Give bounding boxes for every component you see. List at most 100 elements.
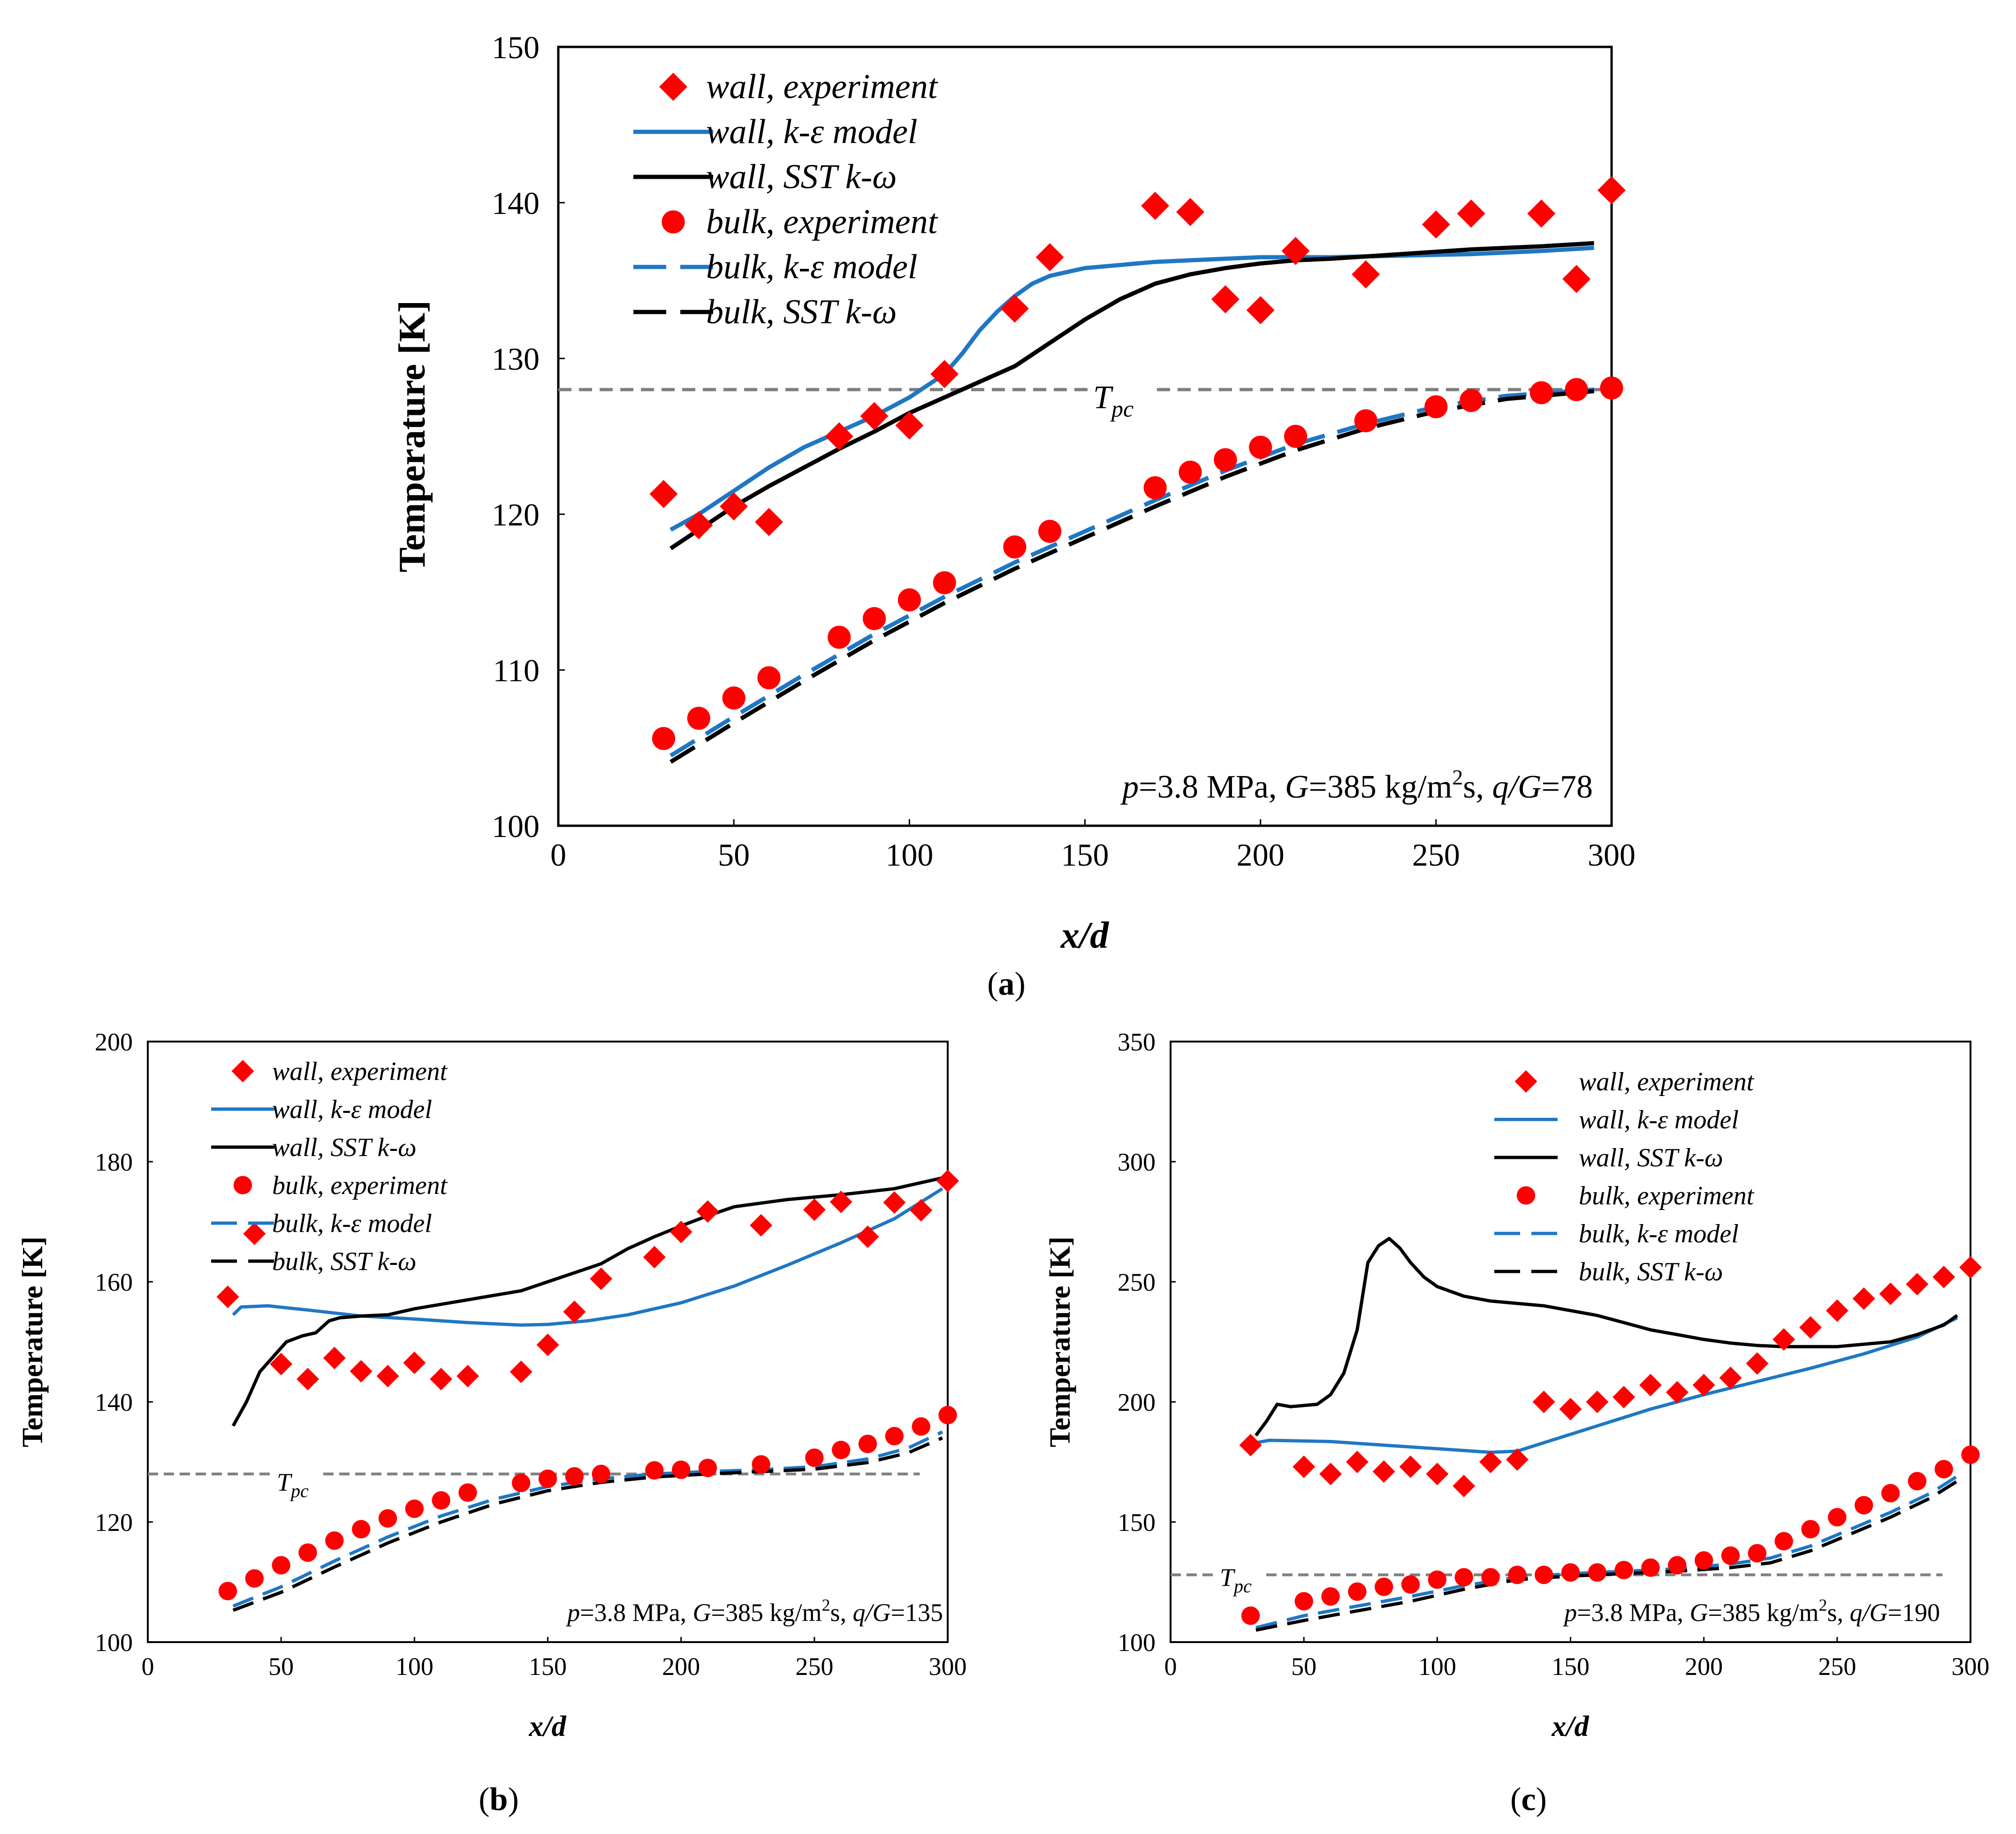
data-point-diamond [403, 1351, 426, 1374]
annotation-part: G [693, 1598, 711, 1627]
data-point-diamond [1613, 1385, 1636, 1408]
data-point-circle [898, 588, 921, 612]
panel-label-close: ) [508, 1781, 518, 1818]
panel-label-letter: c [1521, 1781, 1536, 1818]
x-tick-label: 200 [662, 1652, 700, 1681]
panel-label: (b) [479, 1781, 519, 1818]
annotation-part: =78 [1542, 769, 1593, 805]
x-tick-label: 0 [550, 837, 566, 873]
data-point-diamond [1666, 1381, 1689, 1404]
data-point-circle [325, 1531, 344, 1550]
chart-panel-a: 0 50 100 150 200 250 300 100 110 120 130 140 150 Temp… [392, 30, 1636, 1002]
x-tick-label: 50 [268, 1652, 294, 1681]
data-point-circle [1038, 519, 1062, 543]
data-point-diamond [456, 1364, 479, 1387]
data-point-circle [1401, 1575, 1420, 1594]
tpc-label: Tpc [1088, 379, 1154, 422]
series-line-dashed-blue [232, 1430, 943, 1608]
x-axis-title: x/d [528, 1711, 566, 1743]
data-point-diamond [1035, 243, 1064, 272]
data-point-circle [1828, 1508, 1847, 1527]
data-point-diamond [563, 1301, 586, 1323]
legend-label: bulk, SST k-ω [1579, 1257, 1723, 1286]
data-point-diamond [1399, 1455, 1422, 1478]
data-point-circle [1881, 1484, 1900, 1503]
x-tick-label: 150 [529, 1652, 567, 1681]
tpc-subscript: pc [289, 1480, 309, 1501]
data-point-circle [1600, 376, 1623, 400]
legend-label: bulk, k-ε model [1579, 1219, 1739, 1248]
data-point-diamond [1281, 236, 1310, 265]
data-point-circle [1641, 1558, 1660, 1577]
data-point-circle [218, 1582, 237, 1600]
series-line-solid-black [1255, 1237, 1958, 1437]
data-point-circle [272, 1556, 290, 1575]
tpc-label-bg [1215, 1563, 1264, 1592]
annotation-part: s, [1827, 1598, 1850, 1627]
annotation-part: q/G [1850, 1598, 1888, 1627]
x-tick-label: 0 [142, 1652, 154, 1681]
data-point-circle [1561, 1563, 1580, 1582]
y-tick-label: 140 [492, 185, 540, 221]
condition-annotation: p=3.8 MPa, G=385 kg/m2s, q/G=190 [1562, 1596, 1940, 1627]
data-point-diamond [1559, 1398, 1582, 1421]
data-point-diamond [1773, 1328, 1795, 1351]
data-point-circle [405, 1499, 424, 1518]
data-point-circle [671, 1460, 691, 1479]
data-point-diamond [1852, 1287, 1875, 1310]
data-point-diamond [1426, 1462, 1449, 1485]
data-point-circle [831, 1440, 851, 1460]
data-point-diamond [1239, 1434, 1262, 1457]
x-tick-label: 300 [929, 1652, 967, 1681]
annotation-part: =385 kg/m [1708, 1598, 1819, 1627]
x-tick-label: 100 [1418, 1652, 1456, 1681]
data-point-circle [1748, 1544, 1767, 1563]
data-point-circle [1460, 389, 1483, 412]
annotation-part: =135 [891, 1598, 943, 1627]
data-point-circle [1588, 1563, 1607, 1582]
data-point-circle [1801, 1520, 1820, 1539]
data-point-diamond [243, 1222, 266, 1245]
data-point-circle [1428, 1570, 1447, 1589]
data-point-diamond [323, 1347, 346, 1370]
legend-label: bulk, experiment [272, 1171, 448, 1200]
plot-frame [1170, 1041, 1971, 1643]
data-point-circle [652, 727, 676, 750]
annotation-part: q/G [1492, 769, 1542, 805]
annotation-part: =385 kg/m [1308, 769, 1452, 805]
x-tick-label: 250 [795, 1652, 833, 1681]
y-tick-label: 150 [492, 30, 540, 65]
data-point-diamond [536, 1333, 559, 1356]
data-point-diamond [1457, 199, 1485, 228]
data-point-diamond [1719, 1366, 1742, 1389]
legend: wall, experiment wall, k-ε model wall, SST… [1494, 1067, 1755, 1286]
data-point-diamond [930, 360, 959, 388]
data-point-circle [1534, 1565, 1553, 1584]
data-point-circle [1424, 395, 1448, 419]
data-point-circle [1614, 1560, 1633, 1580]
data-point-diamond [649, 479, 678, 508]
annotation-part: q/G [853, 1598, 891, 1627]
legend-label: bulk, k-ε model [706, 248, 917, 286]
data-point-diamond [430, 1368, 453, 1391]
y-tick-label: 100 [95, 1629, 133, 1657]
data-point-circle [1508, 1565, 1527, 1584]
y-tick-label: 100 [492, 808, 540, 844]
data-point-circle [912, 1417, 930, 1436]
tpc-subscript: pc [1232, 1575, 1252, 1597]
series-line-dashed-black [669, 389, 1594, 764]
data-point-diamond [590, 1267, 613, 1290]
x-tick-label: 100 [396, 1652, 434, 1681]
data-point-diamond [1799, 1316, 1822, 1339]
panel-label: (a) [987, 966, 1026, 1002]
legend-label: wall, experiment [272, 1057, 448, 1086]
tpc-label-text: Tpc [277, 1468, 309, 1501]
data-point-circle [1721, 1546, 1740, 1565]
data-point-diamond [910, 1199, 933, 1222]
y-tick-label: 130 [492, 341, 540, 377]
data-point-circle [351, 1520, 371, 1539]
y-tick-label: 120 [492, 497, 540, 533]
data-point-diamond [1246, 296, 1275, 325]
legend-swatch-marker [231, 1060, 254, 1082]
data-point-circle [805, 1448, 824, 1467]
